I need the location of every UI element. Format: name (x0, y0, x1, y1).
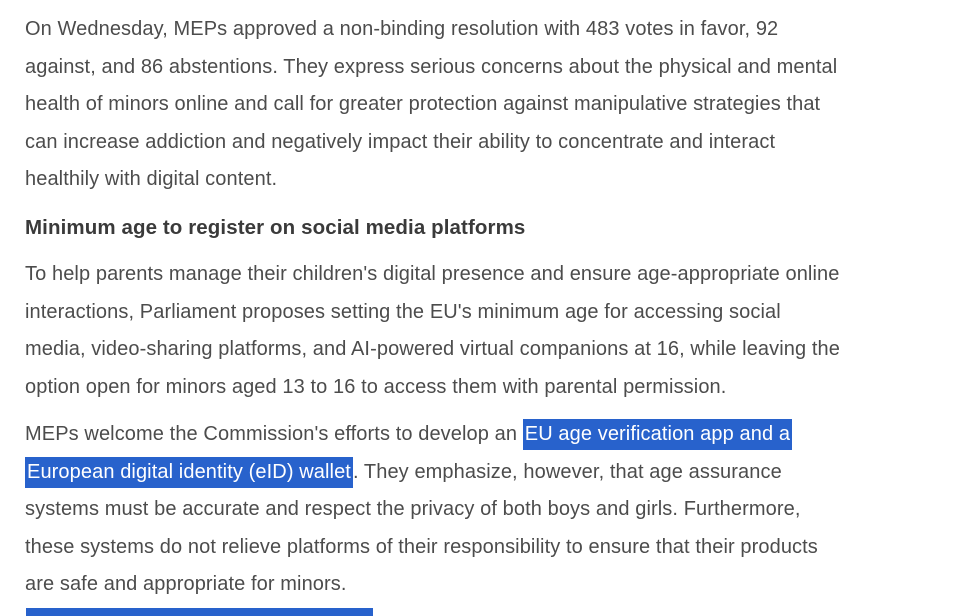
selected-text-highlight[interactable]: European digital identity (eID) wallet (25, 456, 353, 488)
plain-text: are safe and appropriate for minors. (25, 573, 347, 595)
paragraph-vote-results: On Wednesday, MEPs approved a non-bindin… (25, 18, 838, 190)
plain-text: . They emphasize, however, that age assu… (352, 460, 782, 483)
paragraph-minimum-age: To help parents manage their children's … (25, 263, 840, 398)
plain-text: systems must be accurate and respect the… (25, 498, 801, 520)
section-heading: Minimum age to register on social media … (25, 215, 526, 239)
plain-text: these systems do not relieve platforms o… (25, 535, 818, 558)
selected-text-highlight[interactable]: EU age verification app and a (522, 419, 793, 450)
partial-blue-element[interactable] (26, 608, 373, 616)
plain-text: MEPs welcome the Commission's efforts to… (25, 423, 523, 445)
paragraph-age-verification: MEPs welcome the Commission's efforts to… (25, 416, 966, 604)
